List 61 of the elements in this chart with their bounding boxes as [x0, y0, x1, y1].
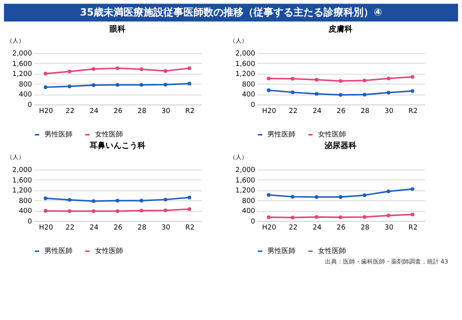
point — [68, 84, 72, 88]
point — [314, 215, 318, 219]
point — [410, 75, 414, 79]
point — [44, 72, 48, 76]
point — [386, 90, 390, 94]
point — [164, 198, 168, 202]
point — [92, 199, 96, 203]
point — [188, 207, 192, 211]
point — [68, 209, 72, 213]
point — [188, 196, 192, 200]
point — [338, 79, 342, 83]
point — [266, 193, 270, 197]
point — [116, 198, 120, 202]
point — [410, 212, 414, 216]
point — [116, 209, 120, 213]
point — [266, 215, 270, 220]
point — [266, 88, 270, 92]
point — [386, 76, 390, 80]
point — [386, 214, 390, 218]
point — [290, 90, 294, 94]
point — [314, 195, 318, 199]
point — [314, 92, 318, 96]
point — [266, 76, 270, 80]
point — [92, 67, 96, 71]
point — [188, 66, 192, 70]
point — [116, 83, 120, 87]
point — [386, 190, 390, 194]
point — [314, 78, 318, 82]
point — [164, 208, 168, 212]
point — [68, 70, 72, 74]
point — [92, 83, 96, 87]
point — [362, 193, 366, 198]
point — [290, 216, 294, 220]
point — [116, 66, 120, 70]
point — [140, 67, 144, 72]
chart-title: 皮膚科 — [328, 24, 353, 34]
point — [290, 76, 294, 81]
point — [410, 89, 414, 93]
point — [362, 92, 366, 96]
point — [44, 209, 48, 213]
point — [362, 78, 366, 82]
text: 35歳未満医療施設従事医師数の推移（従事する主たる診療科別）④ — [80, 6, 382, 19]
point — [338, 195, 342, 199]
point — [140, 208, 144, 212]
point — [44, 85, 48, 90]
point — [140, 83, 144, 87]
point — [164, 82, 168, 86]
chart-title: 耳鼻いんこう科 — [88, 140, 146, 150]
point — [410, 187, 414, 191]
chart-title: 泌尿器科 — [324, 140, 357, 150]
point — [338, 215, 342, 220]
point — [140, 198, 144, 202]
point — [362, 215, 366, 219]
point — [44, 196, 48, 200]
point — [290, 194, 294, 199]
point — [188, 82, 192, 86]
point — [164, 69, 168, 73]
point — [338, 93, 342, 97]
point — [68, 198, 72, 202]
point — [92, 209, 96, 213]
chart-title: 眼科 — [109, 24, 126, 34]
